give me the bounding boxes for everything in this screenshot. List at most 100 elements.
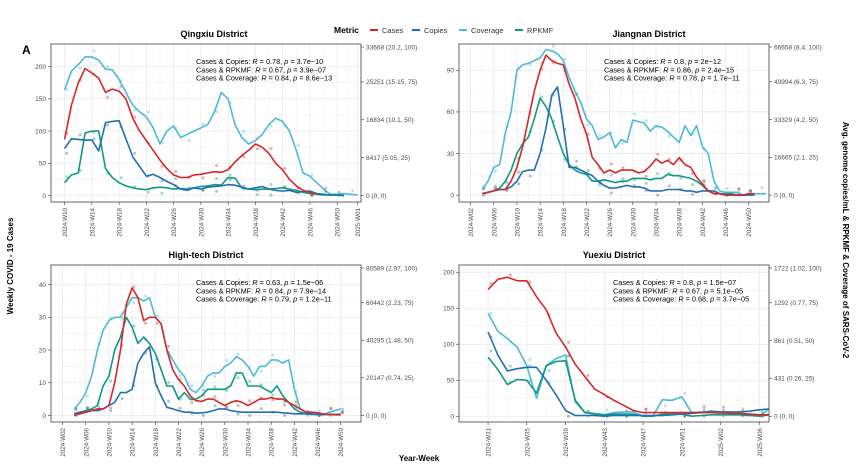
point-copies xyxy=(201,413,205,417)
point-copies xyxy=(269,193,273,197)
y-left-axis-label: Weekly COVID - 19 Cases xyxy=(6,217,15,314)
legend-label-coverage: Coverage xyxy=(471,26,504,35)
x-tick-label: 2024-W46 xyxy=(315,427,322,456)
x-tick-label: 2024-W02 xyxy=(60,427,67,456)
point-coverage xyxy=(78,66,82,70)
annotation-p-symbol: p xyxy=(283,278,288,287)
x-tick-label: 2024-W18 xyxy=(153,427,160,456)
x-tick-label: 2024-W50 xyxy=(338,427,345,456)
x-tick-label: 2024-W22 xyxy=(584,207,591,236)
point-cases xyxy=(517,170,521,174)
x-tick-label: 2024-W47 xyxy=(641,427,648,456)
annotation-r-value: = 0.8, xyxy=(675,278,698,287)
y-tick-label: 50 xyxy=(447,378,455,385)
x-tick-label: 2024-W42 xyxy=(280,207,287,236)
x-tick-label: 2024-W42 xyxy=(292,427,299,456)
point-cases xyxy=(133,115,137,119)
y-tick-label: 60 xyxy=(447,109,455,116)
right-tick-label: 33668 (20.2, 100) xyxy=(366,44,417,51)
point-copies xyxy=(178,406,182,410)
point-rpkmf xyxy=(737,187,741,191)
x-tick-label: 2024-W38 xyxy=(269,427,276,456)
right-tick-label: 33329 (4.2, 50) xyxy=(774,117,818,124)
plot-frame xyxy=(50,43,362,203)
right-tick-label: 60442 (2.23, 75) xyxy=(366,300,414,307)
line-copies xyxy=(63,119,345,197)
point-cases xyxy=(737,187,741,191)
point-cases xyxy=(167,344,171,348)
annotation-p-value: = 1.5e−06 xyxy=(288,278,323,287)
legend-title: Metric xyxy=(334,25,359,35)
point-rpkmf xyxy=(225,388,229,392)
annotation-p-symbol: p xyxy=(687,57,692,66)
annotation-label: Cases & Copies: xyxy=(604,57,660,66)
point-copies xyxy=(259,407,263,411)
correlation-annotation: Cases & Coverage: R = 0.78, p = 1.7e−11 xyxy=(604,74,740,83)
annotation-r-value: = 0.67, xyxy=(677,286,704,295)
point-cases xyxy=(213,395,217,399)
annotation-label: Cases & Copies: xyxy=(196,278,252,287)
point-cases xyxy=(505,189,509,193)
point-rpkmf xyxy=(97,405,101,409)
right-tick-label: 25251 (15.15, 75) xyxy=(366,79,417,86)
point-coverage xyxy=(178,374,182,378)
point-copies xyxy=(517,182,521,186)
annotation-r-value: = 0.68, xyxy=(684,295,711,304)
line-cases xyxy=(63,67,317,195)
annotation-p-symbol: p xyxy=(696,278,701,287)
y-tick-label: 0 xyxy=(450,192,454,199)
point-rpkmf xyxy=(566,354,570,358)
right-tick-label: 0 (0, 0) xyxy=(774,414,795,421)
point-cases xyxy=(271,398,275,402)
x-tick-label: 2024-W31 xyxy=(486,427,493,456)
y-right-axis-label: Avg. genome copies/mL & RPKMF & Coverage… xyxy=(841,122,850,359)
point-copies xyxy=(340,407,344,411)
plot-area xyxy=(51,265,361,422)
right-tick-label: 0 (0, 0) xyxy=(366,193,387,200)
legend-label-copies: Copies xyxy=(424,26,448,35)
point-copies xyxy=(215,189,219,193)
point-rpkmf xyxy=(702,180,706,184)
x-tick-label: 2024-W46 xyxy=(307,207,314,236)
x-tick-label: 2024-W43 xyxy=(602,427,609,456)
right-tick-label: 8417 (5.05, 25) xyxy=(366,155,410,162)
y-tick-label: 0 xyxy=(42,193,46,200)
point-cases xyxy=(109,408,113,412)
annotation-r-value: = 0.67, xyxy=(260,65,287,74)
point-rpkmf xyxy=(190,401,194,405)
point-cases xyxy=(329,406,333,410)
right-tick-label: 40295 (1.48, 50) xyxy=(366,338,414,345)
x-tick-label: 2024-W35 xyxy=(524,427,531,456)
point-copies xyxy=(213,404,217,408)
point-rpkmf xyxy=(656,172,660,176)
panel-title: High-tech District xyxy=(168,250,243,260)
panel-label: A xyxy=(22,43,31,57)
point-rpkmf xyxy=(540,95,544,99)
annotation-p-symbol: p xyxy=(694,65,699,74)
point-coverage xyxy=(65,88,69,92)
correlation-annotation: Cases & Copies: R = 0.8, p = 1.5e−07 xyxy=(613,278,736,287)
annotation-r-symbol: R xyxy=(255,65,261,74)
point-cases xyxy=(283,403,287,407)
point-copies xyxy=(575,159,579,163)
point-coverage xyxy=(259,369,263,373)
x-tick-label: 2025-W02 xyxy=(718,427,725,456)
annotation-r-symbol: R xyxy=(261,74,267,83)
correlation-annotation: Cases & Coverage: R = 0.68, p = 3.7e−05 xyxy=(613,295,749,304)
annotation-p-value: = 1.5e−07 xyxy=(701,278,736,287)
plot-frame xyxy=(458,43,770,203)
right-tick-label: 0 (0, 0) xyxy=(366,413,387,420)
x-tick-label: 2024-W38 xyxy=(677,207,684,236)
x-tick-label: 2024-W26 xyxy=(607,207,614,236)
x-tick-label: 2025-W01 xyxy=(355,207,362,236)
point-copies xyxy=(283,413,287,417)
point-coverage xyxy=(143,294,147,298)
x-tick-label: 2024-W26 xyxy=(171,207,178,236)
y-tick-label: 40 xyxy=(39,282,47,289)
point-rpkmf xyxy=(236,376,240,380)
y-tick-label: 100 xyxy=(443,342,454,349)
point-coverage xyxy=(563,57,567,61)
point-rpkmf xyxy=(329,406,333,410)
point-coverage xyxy=(120,317,124,321)
annotation-r-value: = 0.8, xyxy=(666,57,689,66)
